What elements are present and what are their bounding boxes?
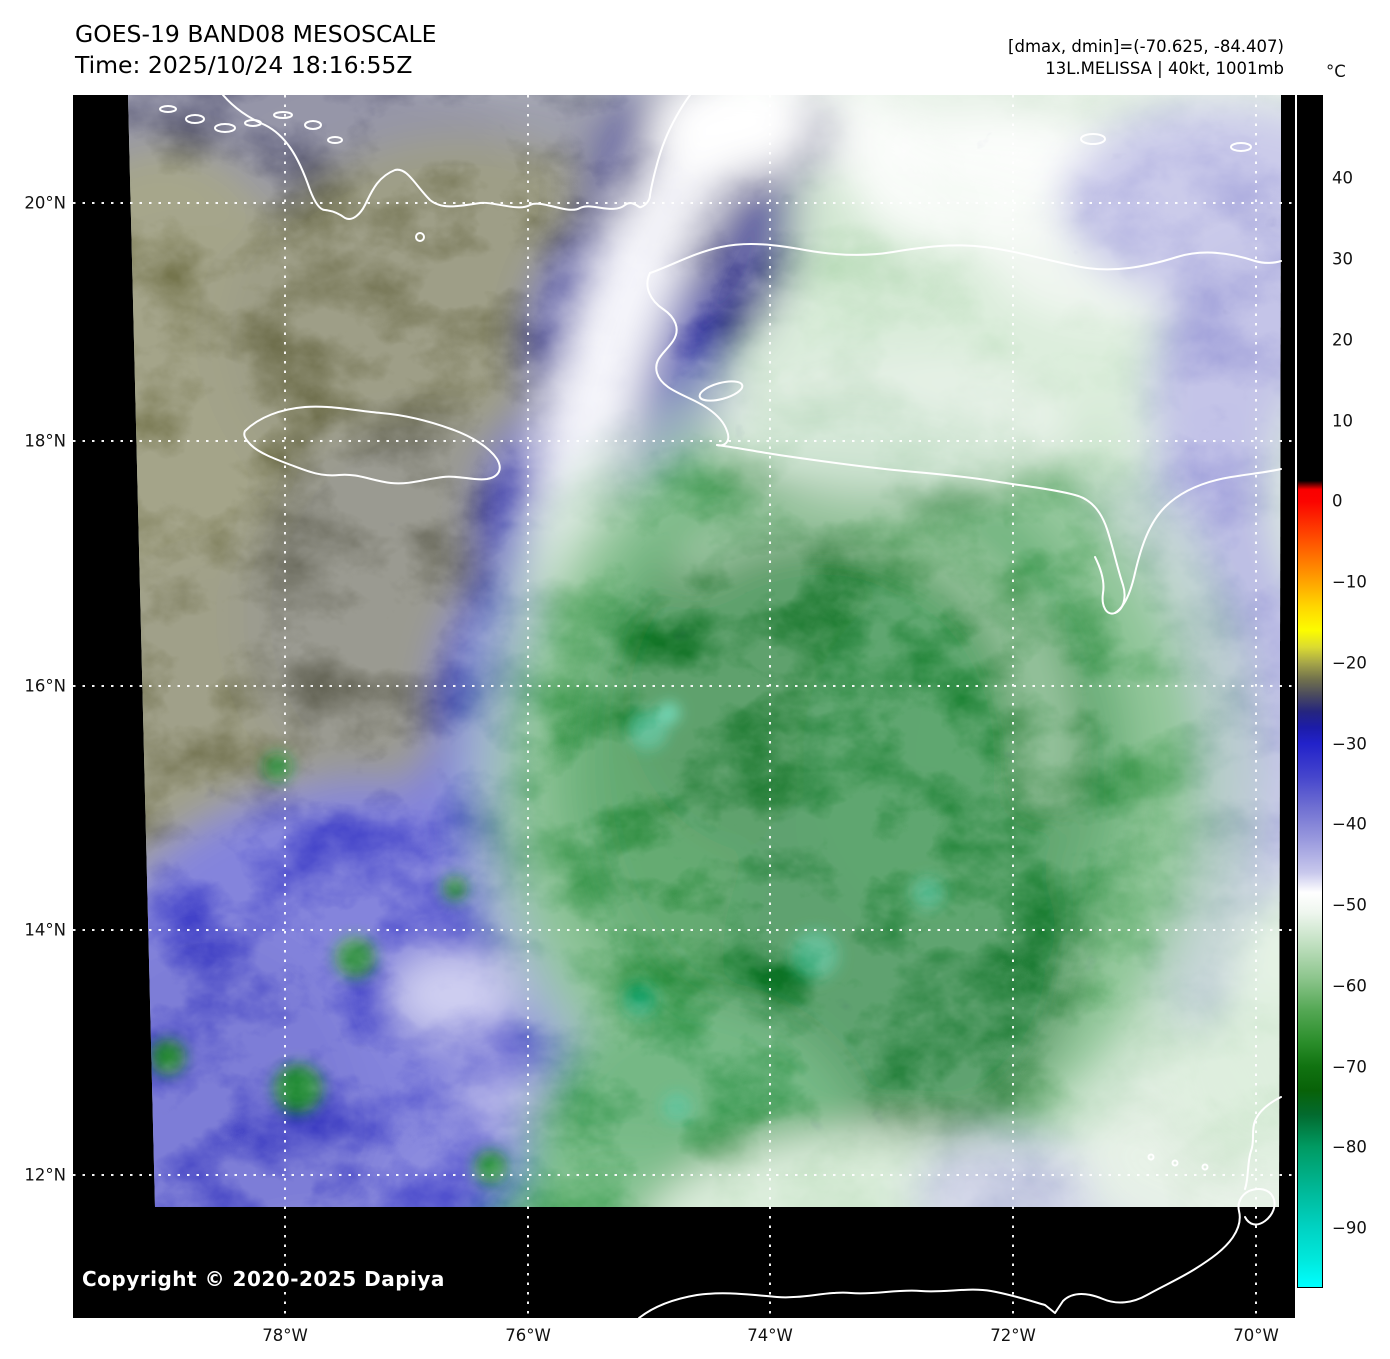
lat-tick-label: 14°N xyxy=(24,920,66,940)
lat-tick-label: 12°N xyxy=(24,1165,66,1185)
satellite-raster xyxy=(128,95,1281,1207)
colorbar-tick-label: 20 xyxy=(1332,330,1353,350)
colorbar-tick-label: 0 xyxy=(1332,491,1343,511)
lon-tick-label: 76°W xyxy=(505,1326,551,1345)
colorbar-tick-label: −40 xyxy=(1332,814,1367,834)
storm-info: [dmax, dmin]=(-70.625, -84.407) 13L.MELIS… xyxy=(1008,36,1284,80)
colorbar-tick-label: −90 xyxy=(1332,1218,1367,1238)
colorbar-tick-label: 40 xyxy=(1332,168,1353,188)
colorbar-tick-label: 30 xyxy=(1332,249,1353,269)
grid-lines xyxy=(73,95,1295,1318)
title-line1: GOES-19 BAND08 MESOSCALE xyxy=(75,20,437,48)
colorbar-tick-label: −50 xyxy=(1332,895,1367,915)
lon-tick-label: 78°W xyxy=(262,1326,308,1345)
map-plot-area: Copyright © 2020-2025 Dapiya xyxy=(73,95,1295,1318)
lon-tick-label: 74°W xyxy=(747,1326,793,1345)
colorbar-unit-label: °C xyxy=(1326,62,1346,81)
dmax-dmin-readout: [dmax, dmin]=(-70.625, -84.407) xyxy=(1008,37,1284,56)
copyright-label: Copyright © 2020-2025 Dapiya xyxy=(82,1267,445,1291)
storm-intensity-readout: 13L.MELISSA | 40kt, 1001mb xyxy=(1045,59,1284,78)
satellite-image xyxy=(73,95,1295,1318)
colorbar-tick-label: −10 xyxy=(1332,572,1367,592)
lat-tick-label: 16°N xyxy=(24,676,66,696)
colorbar-tick-label: −30 xyxy=(1332,734,1367,754)
colorbar-tick-label: −80 xyxy=(1332,1137,1367,1157)
colorbar-tick-label: 10 xyxy=(1332,411,1353,430)
temperature-colorbar xyxy=(1297,95,1323,1288)
colorbar-tick-label: −60 xyxy=(1332,976,1367,996)
lat-tick-label: 20°N xyxy=(24,193,66,213)
lon-tick-label: 72°W xyxy=(990,1326,1036,1345)
colorbar-tick-label: −20 xyxy=(1332,653,1367,673)
lon-tick-label: 70°W xyxy=(1233,1326,1279,1345)
colorbar-tick-label: −70 xyxy=(1332,1057,1367,1077)
lat-tick-label: 18°N xyxy=(24,431,66,451)
page-title: GOES-19 BAND08 MESOSCALE Time: 2025/10/24… xyxy=(75,19,436,81)
title-line2: Time: 2025/10/24 18:16:55Z xyxy=(75,51,413,79)
coastlines xyxy=(159,95,1282,1318)
